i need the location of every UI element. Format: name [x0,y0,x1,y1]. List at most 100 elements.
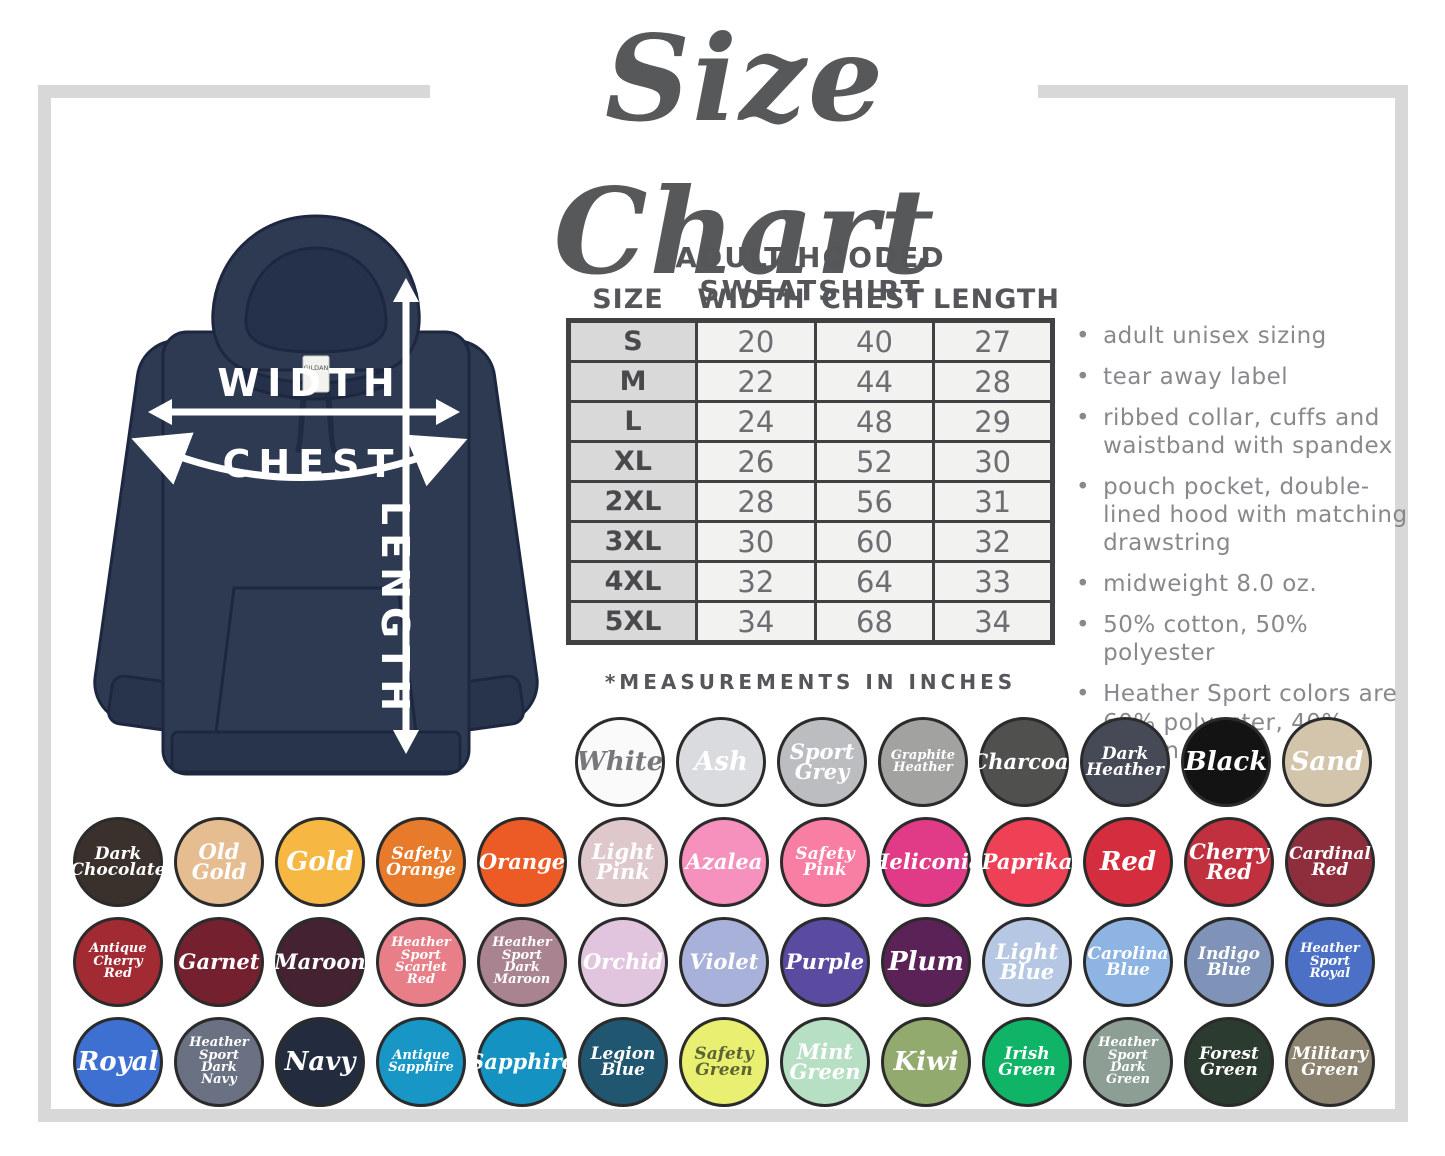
swatch-purple: Purple [780,917,870,1007]
bullet-dot: • [1076,571,1091,598]
bullet-dot: • [1076,405,1091,432]
feature-text: ribbed collar, cuffs and waistband with … [1103,405,1393,460]
swatch-row-1: White Ash Sport Grey Graphite Heather Charco… [575,717,1372,807]
chest-cell: 48 [813,400,936,443]
chest-cell: 52 [813,440,936,483]
size-table-body: S 20 40 27 M 22 44 28 L 24 48 29 XL 26 52 30 2XL 28 56 31 3X… [567,319,1054,644]
swatch-label: Dark Chocolate [70,843,166,880]
swatch-royal: Royal [73,1017,163,1107]
swatch-safety-pink: Safety Pink [780,817,870,907]
swatch-light-pink: Light Pink [578,817,668,907]
swatch-label: Heather Sport Royal [1300,941,1360,982]
size-cell: 5XL [567,600,698,644]
swatch-gold: Gold [275,817,365,907]
swatch-label: White [576,746,664,777]
swatch-label: Safety Orange [386,843,456,880]
swatch-plum: Plum [881,917,971,1007]
swatch-label: Safety Pink [795,843,855,880]
chest-label: CHEST [223,442,402,486]
swatch-label: Light Blue [995,939,1059,984]
swatch-heather-sport-dark-navy: Heather Sport Dark Navy [174,1017,264,1107]
swatch-label: Sapphire [469,1049,575,1075]
swatch-sand: Sand [1282,717,1372,807]
size-cell: L [567,400,698,443]
width-cell: 28 [695,480,817,523]
swatch-label: Maroon [274,949,366,975]
length-cell: 27 [932,319,1054,363]
width-cell: 24 [695,400,817,443]
swatch-mint-green: Mint Green [780,1017,870,1107]
swatch-safety-green: Safety Green [679,1017,769,1107]
swatch-label: Old Gold [191,839,247,884]
size-row-xl: XL 26 52 30 [567,440,1054,483]
size-cell: 2XL [567,480,698,523]
bullet-dot: • [1076,323,1091,349]
feature-item: • midweight 8.0 oz. [1076,570,1416,598]
border-frame-top-left [38,85,430,98]
feature-text: pouch pocket, double-lined hood with mat… [1103,474,1408,557]
swatch-label: Orange [478,849,566,875]
size-row-2xl: 2XL 28 56 31 [567,480,1054,523]
swatch-red: Red [1083,817,1173,907]
swatch-label: Royal [77,1046,159,1077]
swatch-label: Heliconia [869,849,983,875]
size-row-m: M 22 44 28 [567,360,1054,403]
swatch-label: Sand [1290,746,1364,777]
swatch-label: Violet [689,949,759,975]
swatch-row-2: Dark Chocolate Old Gold Gold Safety Orange O… [70,817,1375,907]
bullet-dot: • [1076,612,1091,639]
swatch-label: Sport Grey [789,739,855,784]
length-cell: 29 [932,400,1054,443]
swatch-label: Dark Heather [1086,743,1164,780]
length-cell: 34 [932,600,1054,644]
swatch-azalea: Azalea [679,817,769,907]
size-cell: M [567,360,698,403]
swatch-white: White [575,717,665,807]
length-cell: 30 [932,440,1054,483]
width-cell: 20 [695,319,817,363]
hoodie-diagram: GILDAN WIDTH CHEST LENGTH [93,214,539,776]
length-arrowhead-bottom [393,730,419,754]
feature-item: • 50% cotton, 50% polyester [1076,611,1416,667]
swatch-label: Irish Green [998,1043,1056,1080]
feature-item: • pouch pocket, double-lined hood with ma… [1076,473,1416,557]
swatch-label: Antique Sapphire [388,1047,454,1075]
width-cell: 30 [695,520,817,563]
feature-text: 50% cotton, 50% polyester [1103,612,1309,667]
swatch-label: Antique Cherry Red [89,941,147,982]
bullet-dot: • [1076,681,1091,708]
swatch-safety-orange: Safety Orange [376,817,466,907]
swatch-graphite-heather: Graphite Heather [878,717,968,807]
swatch-dark-heather: Dark Heather [1080,717,1170,807]
swatch-row-3: Antique Cherry Red Garnet Maroon Heather Sp… [73,917,1375,1007]
size-row-3xl: 3XL 30 60 32 [567,520,1054,563]
measurements-footnote: *MEASUREMENTS IN INCHES [604,670,1017,694]
swatch-label: Graphite Heather [890,747,956,775]
feature-text: midweight 8.0 oz. [1103,571,1318,598]
swatch-indigo-blue: Indigo Blue [1184,917,1274,1007]
swatch-label: Cardinal Red [1289,843,1371,880]
feature-item: • adult unisex sizing [1076,322,1416,350]
swatch-cherry-red: Cherry Red [1184,817,1274,907]
size-cell: S [567,319,698,363]
size-cell: 4XL [567,560,698,603]
swatch-label: Red [1099,846,1157,877]
product-heading: ADULT HOODED SWEATSHIRT [675,241,946,307]
swatch-ash: Ash [676,717,766,807]
swatch-label: Military Green [1292,1043,1368,1080]
hoodie-image [93,214,539,776]
swatch-light-blue: Light Blue [982,917,1072,1007]
column-header-width: WIDTH [697,284,806,315]
border-frame-right [1395,85,1408,1122]
swatch-label: Light Pink [591,839,655,884]
size-cell: XL [567,440,698,483]
size-cell: 3XL [567,520,698,563]
swatch-heather-sport-dark-maroon: Heather Sport Dark Maroon [477,917,567,1007]
swatch-maroon: Maroon [274,917,366,1007]
swatch-orchid: Orchid [578,917,668,1007]
swatch-label: Carolina Blue [1087,943,1169,980]
swatch-label: Navy [284,1046,356,1077]
border-frame-left [38,85,51,1122]
border-frame-bottom [38,1109,1408,1122]
